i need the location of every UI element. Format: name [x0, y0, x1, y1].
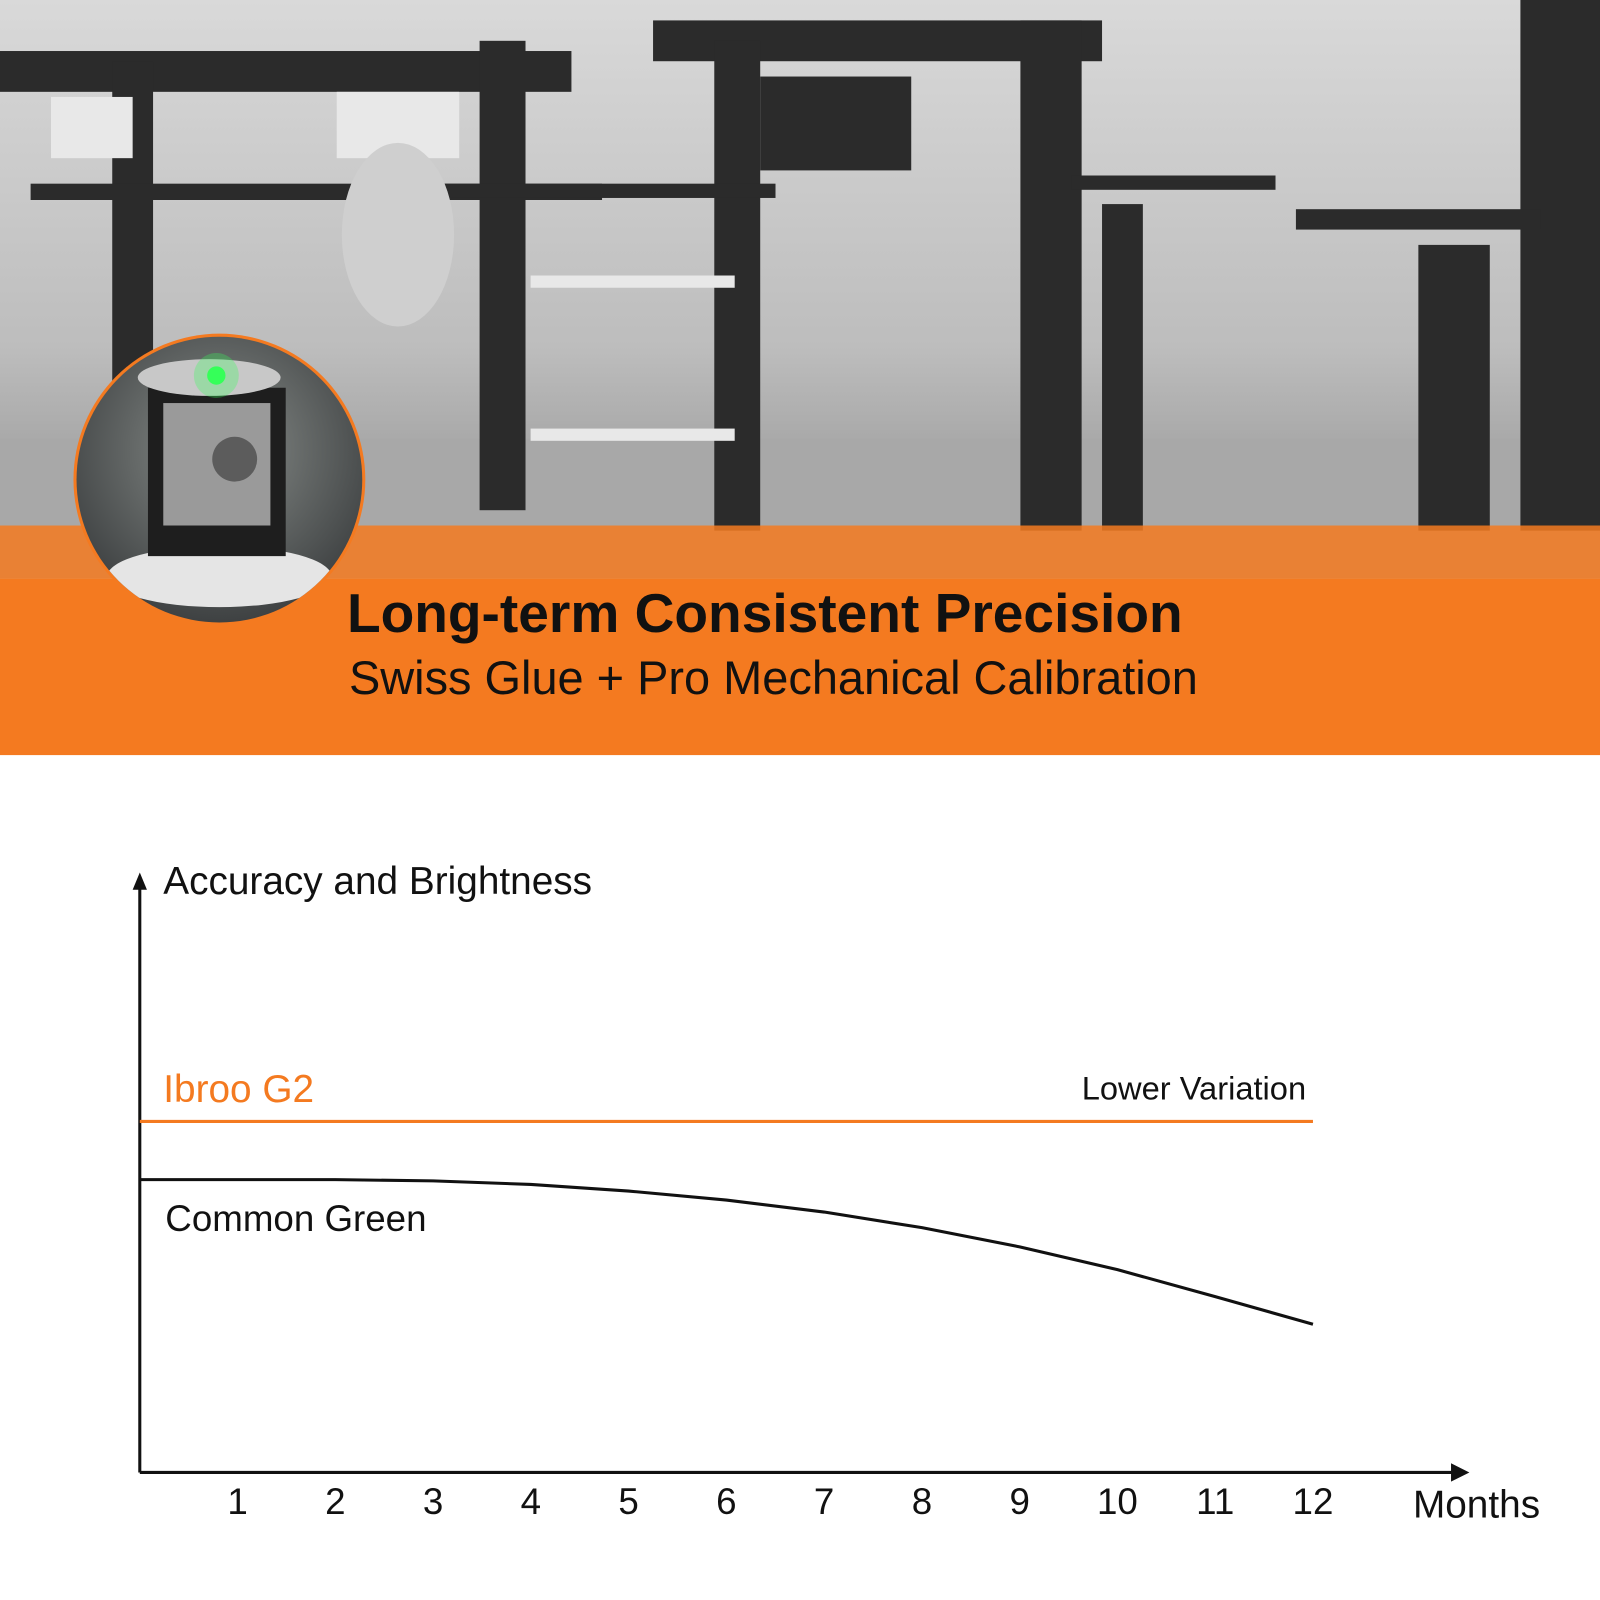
y-axis-arrow: [132, 872, 147, 890]
x-tick-label: 3: [423, 1481, 443, 1522]
product-inset: [73, 333, 366, 626]
series-label: Ibroo G2: [163, 1068, 314, 1111]
axes: [132, 872, 1470, 1482]
y-axis-label: Accuracy and Brightness: [163, 860, 592, 903]
x-tick-label: 2: [325, 1481, 345, 1522]
x-tick-label: 12: [1293, 1481, 1334, 1522]
x-tick-label: 7: [814, 1481, 834, 1522]
x-tick-label: 9: [1009, 1481, 1029, 1522]
series-label: Common Green: [165, 1198, 426, 1239]
x-tick-label: 10: [1097, 1481, 1138, 1522]
x-tick-label: 11: [1196, 1481, 1234, 1522]
title: Long-term Consistent Precision: [347, 582, 1183, 644]
x-axis-arrow: [1451, 1463, 1470, 1482]
annotation: Lower Variation: [1082, 1069, 1306, 1106]
x-tick-label: 6: [716, 1481, 736, 1522]
x-tick-label: 5: [618, 1481, 638, 1522]
x-axis-label: Months: [1413, 1483, 1540, 1526]
x-tick-label: 4: [521, 1481, 541, 1522]
subtitle: Swiss Glue + Pro Mechanical Calibration: [349, 652, 1198, 704]
x-tick-label: 8: [912, 1481, 932, 1522]
x-tick-label: 1: [227, 1481, 247, 1522]
series-line: [139, 1178, 1314, 1326]
